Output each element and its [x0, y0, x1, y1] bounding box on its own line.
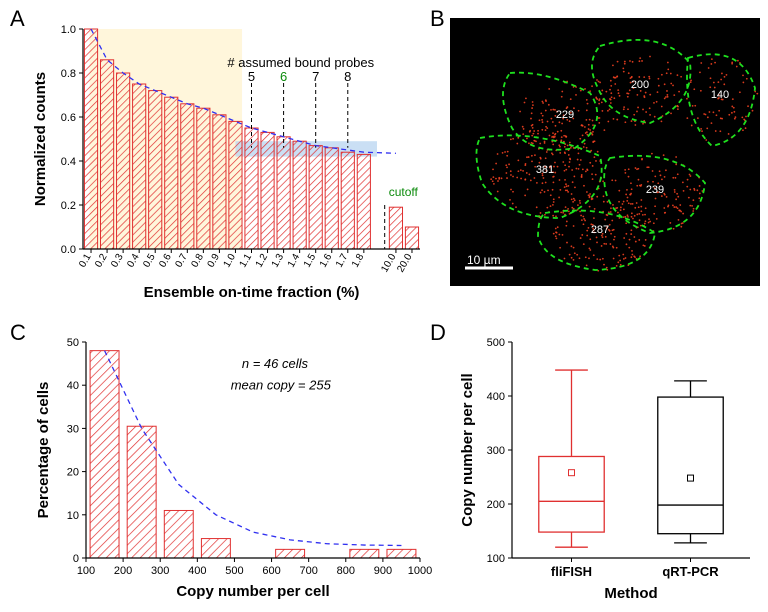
svg-text:0: 0: [73, 553, 79, 565]
svg-text:5: 5: [248, 69, 255, 84]
svg-text:0.6: 0.6: [157, 252, 174, 270]
svg-text:qRT-PCR: qRT-PCR: [662, 564, 719, 579]
svg-text:1.8: 1.8: [350, 252, 367, 270]
svg-text:381: 381: [536, 164, 554, 176]
svg-text:10: 10: [67, 510, 79, 522]
svg-text:7: 7: [312, 69, 319, 84]
svg-text:10.0: 10.0: [379, 252, 398, 275]
svg-text:Copy number per cell: Copy number per cell: [459, 373, 476, 526]
svg-text:200: 200: [631, 79, 649, 91]
svg-text:200: 200: [114, 565, 132, 577]
svg-text:mean copy = 255: mean copy = 255: [231, 378, 332, 393]
svg-text:0.5: 0.5: [141, 252, 158, 270]
svg-text:1.0: 1.0: [61, 24, 76, 36]
svg-text:# assumed bound probes: # assumed bound probes: [227, 55, 374, 70]
svg-text:400: 400: [188, 565, 206, 577]
svg-text:0.3: 0.3: [109, 252, 126, 270]
svg-text:6: 6: [280, 69, 287, 84]
svg-text:100: 100: [487, 553, 505, 565]
svg-text:0.0: 0.0: [61, 244, 76, 256]
svg-text:400: 400: [487, 391, 505, 403]
svg-text:600: 600: [262, 565, 280, 577]
svg-text:Ensemble on-time fraction (%): Ensemble on-time fraction (%): [144, 284, 360, 301]
svg-text:0.4: 0.4: [61, 156, 76, 168]
svg-text:900: 900: [374, 565, 392, 577]
panel-d-chart: 100 200 300 400 500 fliFISH qRT-PCR Method Copy …: [450, 330, 760, 605]
panel-label-c: C: [10, 320, 26, 346]
svg-text:500: 500: [225, 565, 243, 577]
svg-text:140: 140: [711, 89, 729, 101]
svg-text:20: 20: [67, 467, 79, 479]
svg-text:1.5: 1.5: [302, 252, 319, 270]
svg-text:Copy number per cell: Copy number per cell: [176, 583, 329, 600]
svg-text:cutoff: cutoff: [389, 185, 419, 199]
svg-text:40: 40: [67, 380, 79, 392]
svg-text:1.3: 1.3: [270, 252, 287, 270]
svg-text:1.0: 1.0: [222, 252, 239, 270]
svg-text:0.8: 0.8: [189, 252, 206, 270]
svg-text:1.2: 1.2: [254, 252, 271, 270]
svg-text:0.4: 0.4: [125, 252, 142, 270]
svg-text:Normalized counts: Normalized counts: [32, 72, 49, 206]
svg-text:287: 287: [591, 224, 609, 236]
svg-text:300: 300: [151, 565, 169, 577]
svg-text:300: 300: [487, 445, 505, 457]
svg-text:800: 800: [337, 565, 355, 577]
svg-text:239: 239: [646, 184, 664, 196]
panel-label-b: B: [430, 6, 445, 32]
svg-text:0.2: 0.2: [93, 252, 110, 270]
svg-text:229: 229: [556, 109, 574, 121]
svg-text:100: 100: [77, 565, 95, 577]
panel-label-a: A: [10, 6, 25, 32]
svg-text:50: 50: [67, 337, 79, 349]
svg-text:30: 30: [67, 423, 79, 435]
svg-text:10 µm: 10 µm: [467, 253, 501, 267]
panel-c-chart: 0102030405010020030040050060070080090010…: [28, 330, 428, 605]
svg-text:1000: 1000: [408, 565, 432, 577]
svg-text:1.6: 1.6: [318, 252, 335, 270]
panel-b-microscopy: 200 229 140 381 239 287 10 µm: [450, 18, 760, 286]
svg-text:0.1: 0.1: [77, 252, 94, 270]
svg-text:0.7: 0.7: [173, 252, 190, 270]
svg-text:200: 200: [487, 499, 505, 511]
svg-text:Percentage of cells: Percentage of cells: [35, 382, 52, 519]
svg-text:0.2: 0.2: [61, 200, 76, 212]
svg-text:0.6: 0.6: [61, 112, 76, 124]
svg-text:1.7: 1.7: [334, 252, 351, 270]
svg-text:8: 8: [344, 69, 351, 84]
svg-text:n = 46 cells: n = 46 cells: [242, 356, 309, 371]
panel-a-chart: # assumed bound probes5678cutoff0.00.20.…: [28, 14, 428, 314]
svg-text:Method: Method: [604, 585, 657, 602]
svg-text:500: 500: [487, 337, 505, 349]
panel-label-d: D: [430, 320, 446, 346]
svg-text:fliFISH: fliFISH: [551, 564, 592, 579]
svg-text:1.4: 1.4: [286, 252, 303, 270]
svg-text:700: 700: [299, 565, 317, 577]
svg-text:1.1: 1.1: [238, 252, 255, 270]
svg-text:0.8: 0.8: [61, 68, 76, 80]
svg-text:20.0: 20.0: [395, 252, 414, 275]
svg-text:0.9: 0.9: [206, 252, 223, 270]
